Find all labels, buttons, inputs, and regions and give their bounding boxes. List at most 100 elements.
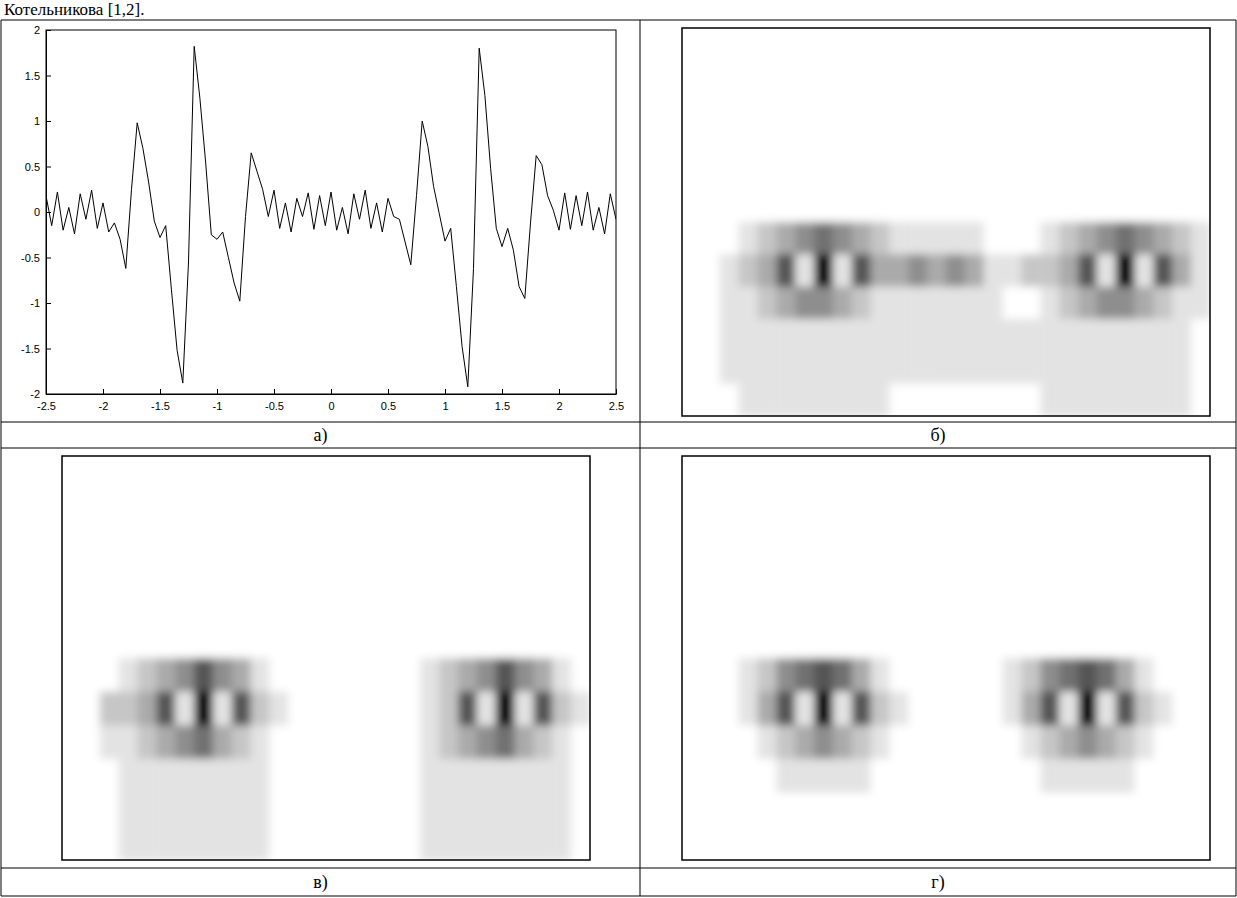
- heat-cell: [757, 287, 776, 320]
- heat-cell: [1040, 793, 1059, 827]
- heat-cell: [458, 826, 477, 860]
- heat-cell: [776, 557, 795, 591]
- y-tick-label: -1: [30, 297, 40, 309]
- heat-cell: [946, 658, 965, 692]
- heat-cell: [458, 793, 477, 827]
- heat-cell: [871, 759, 890, 793]
- heat-cell: [984, 384, 1003, 416]
- y-tick-label: 1: [34, 115, 40, 127]
- heat-cell: [739, 190, 758, 223]
- heat-cell: [776, 826, 795, 860]
- heat-cell: [1097, 490, 1116, 524]
- heat-cell: [269, 523, 288, 557]
- heat-cell: [1135, 490, 1154, 524]
- heat-cell: [682, 725, 701, 759]
- heat-cell: [852, 624, 871, 658]
- heat-cell: [119, 523, 138, 557]
- heat-cell: [307, 456, 326, 490]
- heat-cell: [720, 287, 739, 320]
- heat-cell: [814, 725, 833, 759]
- heat-cell: [814, 523, 833, 557]
- heat-cell: [1021, 93, 1040, 126]
- heat-cell: [682, 658, 701, 692]
- heat-cell: [889, 658, 908, 692]
- heat-cell: [1135, 692, 1154, 726]
- heat-cell: [194, 490, 213, 524]
- heat-cell: [1116, 125, 1135, 158]
- heat-cell: [1059, 759, 1078, 793]
- heat-cell: [720, 624, 739, 658]
- heat-cell: [401, 624, 420, 658]
- heat-cell: [1153, 125, 1172, 158]
- heat-cell: [1021, 125, 1040, 158]
- heat-cell: [1003, 759, 1022, 793]
- heat-cell: [701, 254, 720, 287]
- heat-cell: [1116, 725, 1135, 759]
- heat-cell: [269, 793, 288, 827]
- heat-cell: [871, 157, 890, 190]
- heat-cell: [927, 319, 946, 352]
- heat-cell: [1116, 692, 1135, 726]
- heat-cell: [852, 658, 871, 692]
- heat-cell: [757, 759, 776, 793]
- heat-cell: [326, 759, 345, 793]
- heat-cell: [946, 93, 965, 126]
- heat-cell: [137, 826, 156, 860]
- heat-cell: [757, 125, 776, 158]
- heat-cell: [889, 287, 908, 320]
- heat-cell: [701, 125, 720, 158]
- heat-cell: [156, 523, 175, 557]
- heat-cell: [1135, 384, 1154, 416]
- heat-cell: [1116, 157, 1135, 190]
- plot-area: [682, 456, 1210, 860]
- heat-cell: [1153, 456, 1172, 490]
- heat-cell: [871, 725, 890, 759]
- heat-cell: [776, 624, 795, 658]
- heat-cell: [194, 523, 213, 557]
- heat-cell: [345, 456, 364, 490]
- heat-cell: [889, 319, 908, 352]
- heat-cell: [833, 222, 852, 255]
- heat-cell: [871, 28, 890, 61]
- heat-cell: [383, 826, 402, 860]
- heat-cell: [81, 725, 100, 759]
- heat-cell: [213, 692, 232, 726]
- heat-cell: [571, 658, 590, 692]
- heat-cell: [908, 826, 927, 860]
- heat-cell: [552, 490, 571, 524]
- heat-cell: [871, 351, 890, 384]
- heat-cell: [552, 826, 571, 860]
- heat-cell: [701, 793, 720, 827]
- heat-cell: [571, 793, 590, 827]
- heat-cell: [1021, 456, 1040, 490]
- heat-cell: [984, 759, 1003, 793]
- heat-cell: [194, 658, 213, 692]
- plot-area: [62, 456, 590, 860]
- heat-cell: [1191, 287, 1210, 320]
- heat-cell: [439, 490, 458, 524]
- heat-cell: [757, 319, 776, 352]
- heat-cell: [814, 793, 833, 827]
- heat-cell: [1003, 384, 1022, 416]
- heat-cell: [833, 759, 852, 793]
- heat-cell: [984, 319, 1003, 352]
- heat-cell: [1153, 190, 1172, 223]
- heat-cell: [119, 826, 138, 860]
- heat-cell: [739, 557, 758, 591]
- heat-cell: [739, 287, 758, 320]
- heat-cell: [795, 523, 814, 557]
- heat-cell: [682, 490, 701, 524]
- heat-cell: [364, 490, 383, 524]
- heat-cell: [1116, 351, 1135, 384]
- heat-cell: [533, 658, 552, 692]
- y-tick: -0.5: [21, 252, 51, 264]
- heat-cell: [1135, 591, 1154, 625]
- heat-cell: [871, 692, 890, 726]
- heat-cell: [1135, 28, 1154, 61]
- heat-cell: [364, 557, 383, 591]
- heat-cell: [1135, 125, 1154, 158]
- heat-cell: [1097, 93, 1116, 126]
- heat-cell: [1021, 384, 1040, 416]
- heat-cell: [946, 125, 965, 158]
- heat-cell: [720, 591, 739, 625]
